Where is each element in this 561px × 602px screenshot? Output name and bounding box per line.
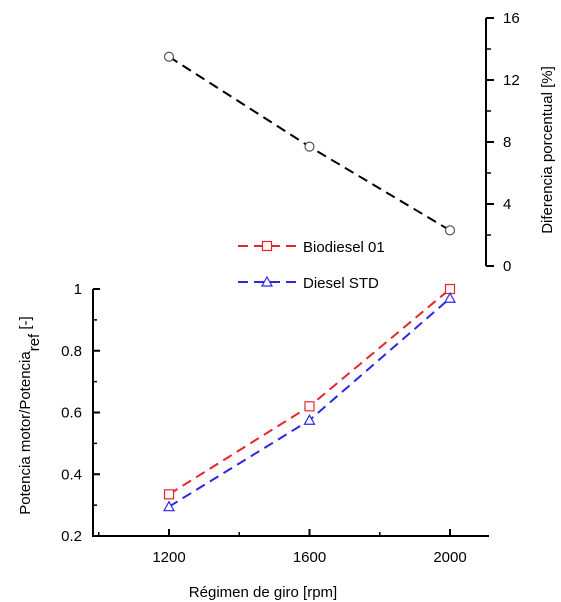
lower-x-tick-label: 1200 [152,549,185,566]
lower-plot: 0.2 0.4 0.6 0.8 1 1200 1600 2000 Régimen de giro… [17,281,489,601]
legend: Biodiesel 01 Diesel STD [238,239,385,292]
lower-y-axis-label-subscript: ref [26,333,43,351]
lower-x-axis-label: Régimen de giro [rpm] [189,584,337,601]
lower-data-point [162,500,176,512]
legend-marker [261,240,273,252]
lower-x-tick-label: 2000 [433,549,466,566]
lower-y-tick-label: 0.4 [61,466,82,483]
legend-label: Diesel STD [303,275,379,292]
upper-y-tick-label: 4 [503,196,511,213]
upper-y-tick-label: 12 [503,72,520,89]
lower-y-tick-label: 1 [74,281,82,298]
lower-y-tick-label: 0.6 [61,405,82,422]
upper-data-point [163,51,175,62]
upper-y-tick-label: 0 [503,258,511,275]
upper-y-tick-label: 8 [503,134,511,151]
lower-y-axis-label-main: Potencia motor/Potencia [17,351,34,515]
lower-x-tick-label: 1600 [293,549,326,566]
upper-data-point [444,225,456,236]
lower-series-line [168,288,451,496]
lower-data-point [443,292,457,303]
legend-marker [260,275,274,287]
lower-y-tick-label: 0.8 [61,343,82,360]
upper-y-axis-label: Diferencia porcentual [%] [539,66,556,234]
upper-data-point [304,141,315,152]
lower-data-point [304,401,315,412]
upper-y-tick-label: 16 [503,10,520,27]
lower-y-axis-label: Potencia motor/Potenciaref [-] [17,316,43,514]
lower-y-tick-label: 0.2 [61,528,82,545]
lower-data-point [303,413,316,425]
legend-label: Biodiesel 01 [303,239,385,256]
lower-y-axis-label-unit: [-] [17,316,34,334]
lower-data-point [163,489,175,500]
upper-plot: 0 4 8 12 16 Diferencia porcentual [%] [163,10,556,275]
